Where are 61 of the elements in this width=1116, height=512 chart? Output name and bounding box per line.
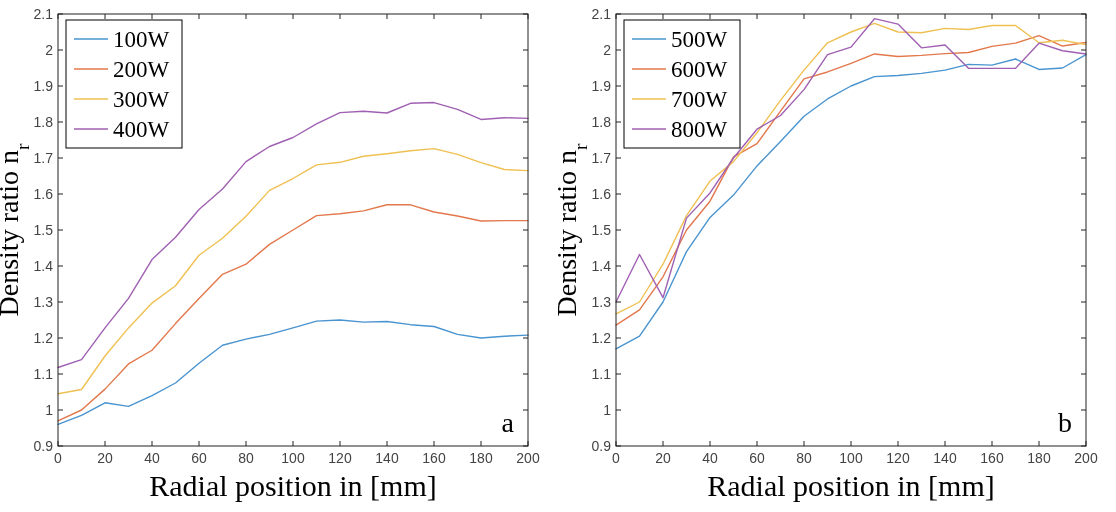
- x-tick-label: 140: [933, 450, 957, 466]
- line-series: [57, 147, 529, 395]
- y-tick-label: 1.4: [591, 257, 612, 274]
- y-tick-label: 1.2: [591, 329, 612, 346]
- x-tick-label: 200: [1074, 450, 1098, 466]
- y-tick-label: 1.6: [591, 185, 612, 202]
- y-tick-label: 1.5: [33, 221, 54, 238]
- y-tick-label: 1.3: [591, 293, 612, 310]
- x-tick-label: 0: [612, 450, 621, 466]
- y-tick-label: 2: [603, 41, 612, 58]
- x-tick-label: 0: [54, 450, 63, 466]
- annotation: b: [1058, 407, 1072, 438]
- y-tick-label: 1: [45, 401, 54, 418]
- y-tick-label: 1: [603, 401, 612, 418]
- y-tick-label: 0.9: [33, 437, 54, 454]
- legend-label: 200W: [113, 57, 170, 83]
- y-tick-label: 1.7: [591, 149, 612, 166]
- legend-label: 500W: [671, 27, 728, 53]
- y-tick-label: 1.8: [33, 113, 54, 130]
- x-tick-label: 100: [839, 450, 863, 466]
- x-tick-label: 20: [97, 450, 113, 466]
- x-tick-label: 140: [375, 450, 399, 466]
- annotation: a: [501, 407, 515, 438]
- x-tick-label: 40: [702, 450, 718, 466]
- x-tick-label: 40: [144, 450, 160, 466]
- y-tick-label: 1.9: [591, 77, 612, 94]
- x-tick-label: 60: [749, 450, 765, 466]
- legend-label: 100W: [113, 27, 170, 53]
- x-tick-label: 80: [238, 450, 254, 466]
- legend-label: 800W: [671, 117, 728, 143]
- x-tick-label: 180: [1027, 450, 1051, 466]
- x-tick-label: 120: [328, 450, 352, 466]
- x-axis-title: Radial position in [mm]: [149, 469, 437, 502]
- x-tick-label: 60: [191, 450, 207, 466]
- y-tick-label: 1.3: [33, 293, 54, 310]
- x-tick-label: 160: [980, 450, 1004, 466]
- legend-label: 400W: [113, 117, 170, 143]
- y-tick-label: 1.1: [33, 365, 54, 382]
- y-tick-label: 1.2: [33, 329, 54, 346]
- y-tick-label: 1.6: [33, 185, 54, 202]
- y-tick-label: 1.1: [591, 365, 612, 382]
- x-tick-label: 120: [886, 450, 910, 466]
- legend-label: 300W: [113, 87, 170, 113]
- x-tick-label: 20: [655, 450, 671, 466]
- y-tick-label: 1.5: [591, 221, 612, 238]
- y-tick-label: 0.9: [591, 437, 612, 454]
- x-tick-label: 100: [281, 450, 305, 466]
- y-tick-label: 2.1: [33, 5, 54, 22]
- y-tick-label: 1.9: [33, 77, 54, 94]
- x-tick-label: 80: [796, 450, 812, 466]
- x-axis-title: Radial position in [mm]: [707, 469, 995, 502]
- y-tick-label: 1.4: [33, 257, 54, 274]
- x-tick-label: 200: [516, 450, 540, 466]
- y-tick-label: 1.7: [33, 149, 54, 166]
- x-tick-label: 180: [469, 450, 493, 466]
- legend-label: 600W: [671, 57, 728, 83]
- y-tick-label: 2: [45, 41, 54, 58]
- legend-label: 700W: [671, 87, 728, 113]
- y-tick-label: 1.8: [591, 113, 612, 130]
- y-tick-label: 2.1: [591, 5, 612, 22]
- x-tick-label: 160: [422, 450, 446, 466]
